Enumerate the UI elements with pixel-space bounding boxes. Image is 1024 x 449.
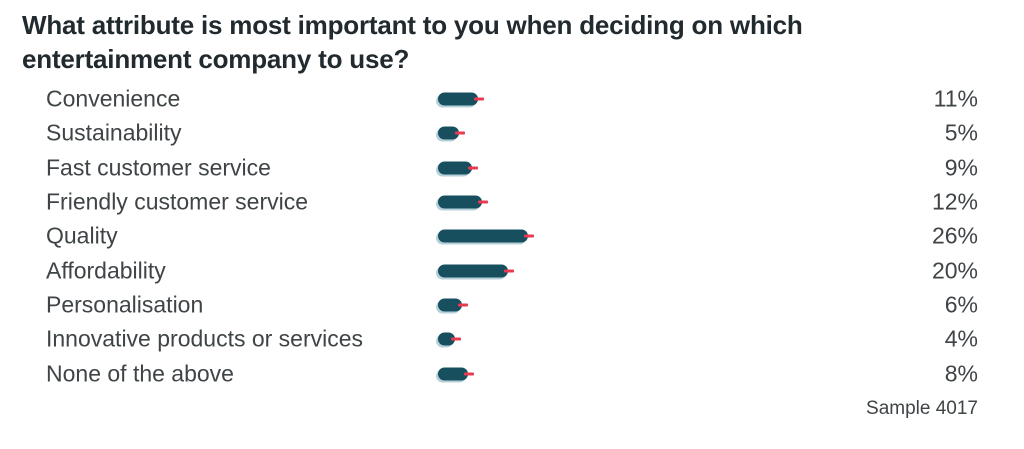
chart-row: Affordability 20% (0, 253, 1024, 287)
chart-row: Convenience 11% (0, 82, 1024, 116)
chart-row: Fast customer service 9% (0, 151, 1024, 185)
bar (438, 92, 478, 106)
confidence-marker-icon (455, 131, 465, 135)
bar (438, 126, 459, 140)
chart-row: Friendly customer service 12% (0, 185, 1024, 219)
bar (438, 264, 508, 278)
chart-row: Innovative products or services 4% (0, 322, 1024, 356)
chart-row: Sustainability 5% (0, 116, 1024, 150)
bar (438, 367, 468, 381)
category-label: Affordability (46, 257, 166, 284)
category-label: Friendly customer service (46, 188, 309, 215)
confidence-marker-icon (474, 97, 484, 101)
category-label: Personalisation (46, 291, 204, 318)
confidence-marker-icon (464, 372, 474, 376)
sample-size-label: Sample 4017 (866, 398, 978, 419)
confidence-marker-icon (524, 234, 534, 238)
chart-row: Quality 26% (0, 219, 1024, 253)
chart-row: None of the above 8% (0, 356, 1024, 390)
category-label: None of the above (46, 360, 234, 387)
bar (438, 298, 462, 312)
value-label: 8% (944, 360, 978, 387)
value-label: 5% (944, 119, 978, 146)
chart-title: What attribute is most important to you … (22, 10, 803, 74)
value-label: 12% (931, 188, 978, 215)
confidence-marker-icon (504, 269, 514, 273)
confidence-marker-icon (451, 337, 461, 341)
chart-row: Personalisation 6% (0, 288, 1024, 322)
category-label: Convenience (46, 85, 181, 112)
confidence-marker-icon (468, 166, 478, 170)
chart-rows: Convenience 11% Sustainability 5% Fast c… (0, 82, 1024, 391)
category-label: Innovative products or services (46, 325, 364, 352)
value-label: 4% (944, 325, 978, 352)
confidence-marker-icon (478, 200, 488, 204)
category-label: Fast customer service (46, 154, 271, 181)
value-label: 26% (931, 222, 978, 249)
category-label: Sustainability (46, 119, 182, 146)
bar (438, 195, 482, 209)
category-label: Quality (46, 222, 118, 249)
value-label: 11% (933, 85, 978, 112)
value-label: 9% (944, 154, 978, 181)
bar (438, 161, 472, 175)
bar (438, 332, 455, 346)
value-label: 6% (944, 291, 978, 318)
bar (438, 229, 528, 243)
confidence-marker-icon (458, 303, 468, 307)
value-label: 20% (931, 257, 978, 284)
